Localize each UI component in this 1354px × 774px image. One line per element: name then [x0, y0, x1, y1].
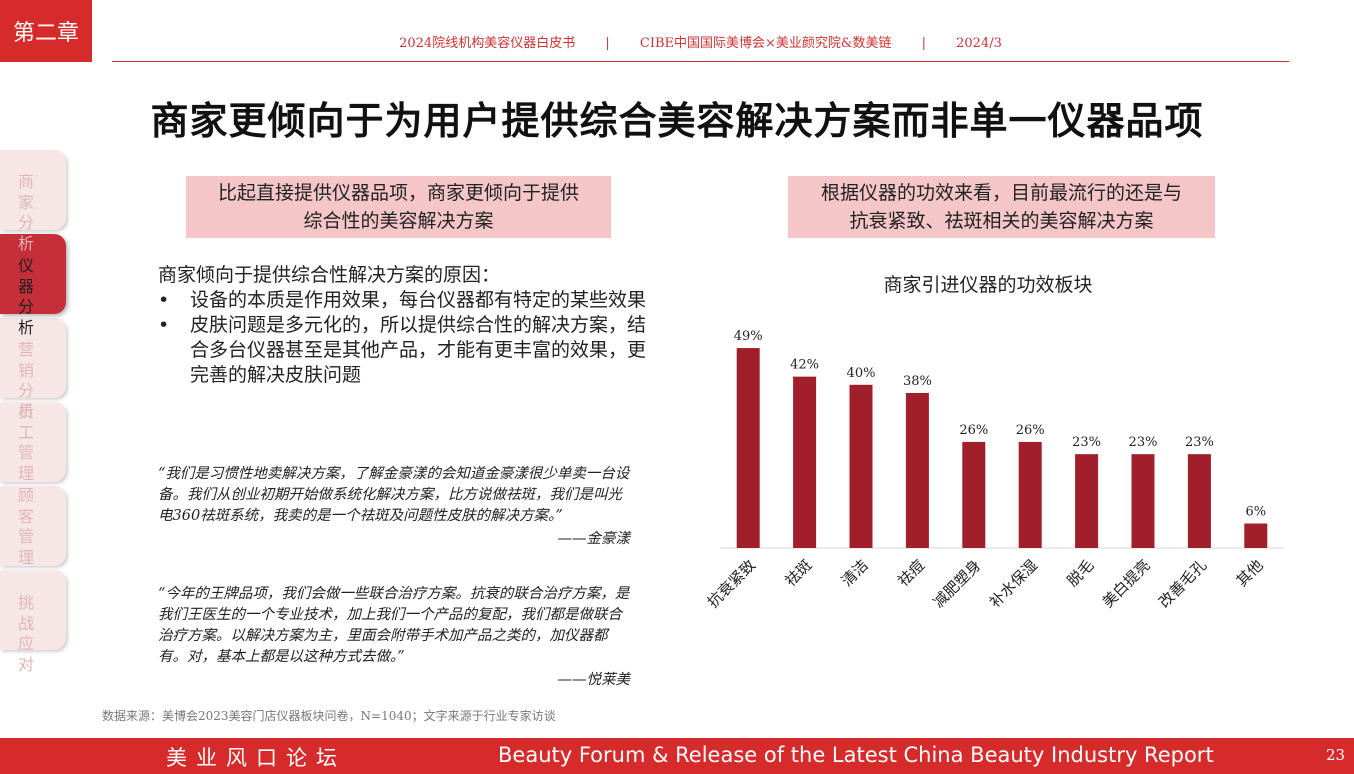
nav-label-instrument: 仪器分析 — [17, 256, 34, 337]
right-callout-line: 根据仪器的功效来看，目前最流行的还是与 — [820, 182, 1182, 204]
nav-label-merchant: 商家分析 — [17, 172, 34, 253]
left-callout-line: 比起直接提供仪器品项，商家更倾向于提供 — [217, 182, 579, 204]
page-title: 商家更倾向于为用户提供综合美容解决方案而非单一仪器品项 — [150, 99, 1204, 143]
category-label-1: 祛斑 — [781, 556, 815, 590]
bar-1 — [793, 376, 817, 548]
data-label-0: 49% — [734, 329, 763, 344]
bar-6 — [1075, 454, 1099, 548]
chart-title: 商家引进仪器的功效板块 — [883, 274, 1093, 296]
nav-tab-challenge[interactable] — [0, 570, 66, 650]
data-label-3: 38% — [903, 374, 932, 389]
category-label-0: 抗衰紧致 — [704, 556, 759, 611]
bar-0 — [736, 348, 760, 548]
data-label-9: 6% — [1245, 505, 1266, 520]
chapter-tag: 第二章 — [0, 0, 92, 62]
header-separator: | — [921, 36, 926, 51]
left-callout-line: 综合性的美容解决方案 — [303, 210, 494, 232]
header-separator: | — [605, 36, 610, 51]
nav-tab-staff[interactable] — [0, 402, 66, 482]
reason-item: 皮肤问题是多元化的，所以提供综合性的解决方案，结合多台仪器甚至是其他产品，才能有… — [158, 313, 648, 388]
bar-9 — [1244, 523, 1268, 548]
right-callout: 根据仪器的功效来看，目前最流行的还是与 抗衰紧致、祛斑相关的美容解决方案 — [788, 176, 1215, 238]
quote-text: “今年的王牌品项，我们会做一些联合治疗方案。抗衰的联合治疗方案，是我们王医生的一… — [158, 586, 630, 665]
category-label-2: 清洁 — [838, 556, 872, 590]
category-label-4: 减肥塑身 — [929, 556, 984, 611]
category-label-9: 其他 — [1233, 556, 1267, 590]
nav-tab-marketing[interactable] — [0, 318, 66, 398]
nav-tab-customer[interactable] — [0, 486, 66, 566]
footer-forum-name: 美业风口论坛 — [166, 746, 346, 770]
header-date: 2024/3 — [956, 36, 1002, 51]
nav-tab-merchant[interactable] — [0, 150, 66, 230]
nav-label-marketing: 营销分析 — [17, 340, 34, 421]
bar-7 — [1131, 454, 1155, 548]
category-label-5: 补水保湿 — [986, 556, 1041, 611]
data-label-8: 23% — [1185, 435, 1214, 450]
category-label-3: 祛痘 — [894, 556, 928, 590]
nav-label-customer: 顾客管理 — [17, 486, 34, 567]
category-label-8: 改善毛孔 — [1155, 556, 1210, 611]
nav-label-staff: 员工管理 — [17, 402, 34, 483]
category-label-6: 脱毛 — [1063, 556, 1097, 590]
reasons-intro: 商家倾向于提供综合性解决方案的原因： — [158, 264, 501, 286]
quote-attribution: ——悦莱美 — [557, 672, 631, 688]
data-label-1: 42% — [790, 358, 819, 373]
reasons-list: 设备的本质是作用效果，每台仪器都有特定的某些效果 皮肤问题是多元化的，所以提供综… — [158, 288, 648, 388]
bar-4 — [962, 441, 986, 548]
reasons-block: 商家倾向于提供综合性解决方案的原因： 设备的本质是作用效果，每台仪器都有特定的某… — [158, 263, 648, 388]
header-report-name: 2024院线机构美容仪器白皮书 — [399, 36, 576, 51]
reason-item: 设备的本质是作用效果，每台仪器都有特定的某些效果 — [158, 288, 648, 313]
header-divider — [112, 61, 1289, 62]
nav-tab-instrument[interactable] — [0, 234, 66, 314]
bar-2 — [849, 384, 873, 548]
data-label-6: 23% — [1072, 435, 1101, 450]
bar-3 — [905, 392, 929, 548]
quote-jinhaoyang: “我们是习惯性地卖解决方案，了解金豪漾的会知道金豪漾很少单卖一台设备。我们从创业… — [158, 464, 630, 550]
bar-5 — [1018, 441, 1042, 548]
footer-bar: 美业风口论坛 Beauty Forum & Release of the Lat… — [0, 738, 1354, 774]
left-callout: 比起直接提供仪器品项，商家更倾向于提供 综合性的美容解决方案 — [186, 176, 611, 238]
quote-attribution: ——金豪漾 — [557, 531, 631, 547]
header-publisher: CIBE中国国际美博会×美业颜究院&数美链 — [639, 36, 892, 51]
page-number: 23 — [1326, 746, 1346, 764]
quote-text: “我们是习惯性地卖解决方案，了解金豪漾的会知道金豪漾很少单卖一台设备。我们从创业… — [158, 466, 630, 524]
data-label-2: 40% — [847, 366, 876, 381]
bar-8 — [1187, 454, 1211, 548]
header-meta: 2024院线机构美容仪器白皮书 | CIBE中国国际美博会×美业颜究院&数美链 … — [112, 32, 1289, 51]
data-label-4: 26% — [959, 423, 988, 438]
nav-label-challenge: 挑战应对 — [17, 593, 34, 674]
data-label-7: 23% — [1129, 435, 1158, 450]
right-callout-line: 抗衰紧致、祛斑相关的美容解决方案 — [849, 210, 1154, 232]
data-source-note: 数据来源：美博会2023美容门店仪器板块问卷，N=1040；文字来源于行业专家访… — [102, 709, 556, 723]
quote-yuelaimei: “今年的王牌品项，我们会做一些联合治疗方案。抗衰的联合治疗方案，是我们王医生的一… — [158, 584, 630, 691]
data-label-5: 26% — [1016, 423, 1045, 438]
footer-english-title: Beauty Forum & Release of the Latest Chi… — [498, 743, 1214, 767]
bar-chart: 49% 抗衰紧致 42% 祛斑 40% 清洁 38% 祛痘 26% 减肥塑身 26% 补水保湿 23% 脱… — [704, 329, 1284, 611]
category-label-7: 美白提亮 — [1099, 556, 1154, 611]
